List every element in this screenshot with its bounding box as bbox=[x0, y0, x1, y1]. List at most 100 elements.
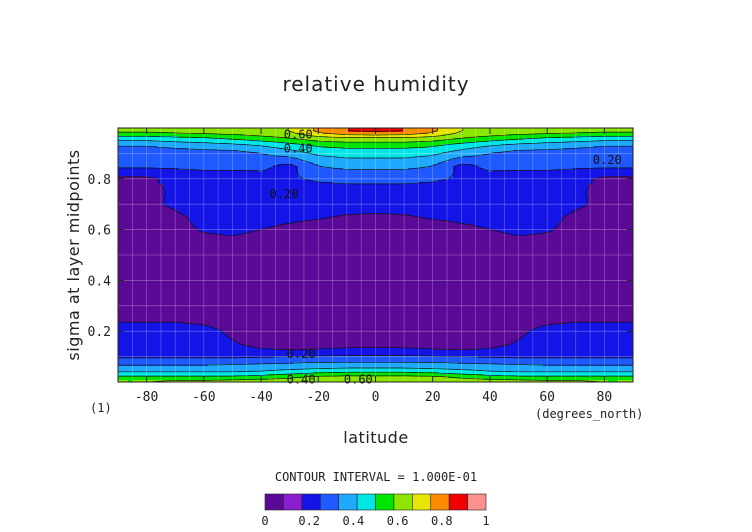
heatmap-cell bbox=[358, 208, 364, 211]
heatmap-cell bbox=[243, 222, 249, 225]
heatmap-cell bbox=[198, 156, 204, 159]
heatmap-cell bbox=[408, 128, 414, 131]
heatmap-cell bbox=[138, 204, 144, 207]
heatmap-cell bbox=[443, 192, 449, 195]
heatmap-cell bbox=[268, 190, 274, 193]
heatmap-cell bbox=[213, 182, 219, 185]
heatmap-cell bbox=[313, 216, 319, 219]
heatmap-cell bbox=[313, 212, 319, 215]
heatmap-cell bbox=[248, 200, 254, 203]
heatmap-cell bbox=[413, 170, 419, 173]
heatmap-cell bbox=[408, 198, 414, 201]
heatmap-cell bbox=[283, 222, 289, 225]
heatmap-cell bbox=[623, 190, 629, 193]
heatmap-cell bbox=[188, 128, 194, 131]
heatmap-cell bbox=[118, 144, 124, 147]
heatmap-cell bbox=[308, 154, 314, 157]
heatmap-cell bbox=[623, 200, 629, 203]
heatmap-cell bbox=[523, 142, 529, 145]
heatmap-cell bbox=[593, 156, 599, 159]
heatmap-cell bbox=[493, 188, 499, 191]
heatmap-cell bbox=[213, 192, 219, 195]
heatmap-cell bbox=[358, 172, 364, 175]
heatmap-cell bbox=[373, 218, 379, 221]
heatmap-cell bbox=[368, 138, 374, 141]
heatmap-cell bbox=[493, 194, 499, 197]
heatmap-cell bbox=[298, 196, 304, 199]
heatmap-cell bbox=[628, 186, 633, 189]
heatmap-cell bbox=[628, 134, 633, 137]
heatmap-cell bbox=[178, 148, 184, 151]
heatmap-cell bbox=[428, 214, 434, 217]
heatmap-cell bbox=[588, 136, 594, 139]
heatmap-cell bbox=[333, 166, 339, 169]
heatmap-cell bbox=[253, 138, 259, 141]
heatmap-cell bbox=[533, 146, 539, 149]
heatmap-cell bbox=[223, 212, 229, 215]
heatmap-cell bbox=[268, 150, 274, 153]
heatmap-cell bbox=[518, 140, 524, 143]
heatmap-cell bbox=[193, 160, 199, 163]
heatmap-cell bbox=[458, 212, 464, 215]
heatmap-cell bbox=[358, 206, 364, 209]
heatmap-cell bbox=[373, 190, 379, 193]
heatmap-cell bbox=[318, 150, 324, 153]
heatmap-cell bbox=[463, 196, 469, 199]
heatmap-cell bbox=[613, 158, 619, 161]
heatmap-cell bbox=[313, 150, 319, 153]
heatmap-cell bbox=[513, 198, 519, 201]
heatmap-cell bbox=[423, 192, 429, 195]
heatmap-cell bbox=[298, 178, 304, 181]
heatmap-cell bbox=[208, 188, 214, 191]
heatmap-cell bbox=[403, 194, 409, 197]
heatmap-cell bbox=[183, 220, 189, 223]
heatmap-cell bbox=[448, 194, 454, 197]
heatmap-cell bbox=[448, 164, 454, 167]
heatmap-cell bbox=[288, 158, 294, 161]
heatmap-cell bbox=[353, 164, 359, 167]
heatmap-cell bbox=[468, 142, 474, 145]
heatmap-cell bbox=[238, 220, 244, 223]
heatmap-cell bbox=[593, 172, 599, 175]
heatmap-cell bbox=[568, 128, 574, 131]
heatmap-cell bbox=[433, 142, 439, 145]
heatmap-cell bbox=[233, 204, 239, 207]
heatmap-cell bbox=[273, 188, 279, 191]
heatmap-cell bbox=[463, 198, 469, 201]
heatmap-cell bbox=[478, 216, 484, 219]
heatmap-cell bbox=[603, 190, 609, 193]
heatmap-cell bbox=[358, 164, 364, 167]
heatmap-cell bbox=[623, 180, 629, 183]
heatmap-cell bbox=[403, 220, 409, 223]
heatmap-cell bbox=[308, 206, 314, 209]
heatmap-cell bbox=[593, 154, 599, 157]
heatmap-cell bbox=[338, 204, 344, 207]
heatmap-cell bbox=[628, 166, 633, 169]
heatmap-cell bbox=[358, 204, 364, 207]
heatmap-cell bbox=[168, 128, 174, 131]
heatmap-cell bbox=[418, 208, 424, 211]
heatmap-cell bbox=[533, 130, 539, 133]
heatmap-cell bbox=[138, 178, 144, 181]
heatmap-cell bbox=[563, 214, 569, 217]
heatmap-cell bbox=[368, 186, 374, 189]
heatmap-cell bbox=[248, 194, 254, 197]
heatmap-cell bbox=[138, 196, 144, 199]
heatmap-cell bbox=[608, 208, 614, 211]
heatmap-cell bbox=[188, 216, 194, 219]
heatmap-cell bbox=[463, 206, 469, 209]
heatmap-cell bbox=[603, 128, 609, 131]
heatmap-cell bbox=[188, 224, 194, 227]
heatmap-cell bbox=[348, 202, 354, 205]
heatmap-cell bbox=[623, 168, 629, 171]
heatmap-cell bbox=[173, 218, 179, 221]
heatmap-cell bbox=[133, 180, 139, 183]
heatmap-cell bbox=[183, 214, 189, 217]
heatmap-cell bbox=[343, 146, 349, 149]
heatmap-cell bbox=[248, 202, 254, 205]
heatmap-cell bbox=[313, 222, 319, 225]
heatmap-cell bbox=[398, 198, 404, 201]
heatmap-cell bbox=[308, 188, 314, 191]
heatmap-cell bbox=[483, 196, 489, 199]
heatmap-cell bbox=[523, 134, 529, 137]
